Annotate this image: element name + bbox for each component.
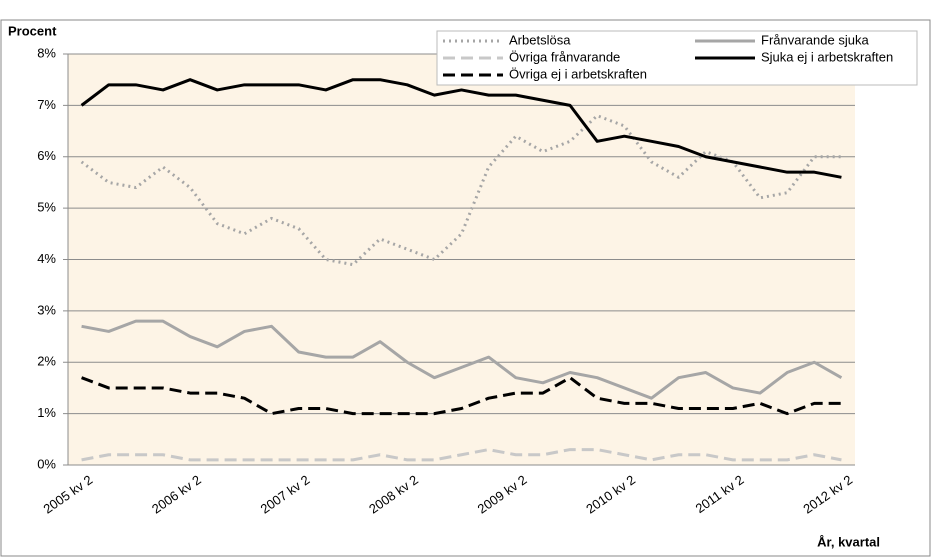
legend-box: [436, 30, 918, 86]
y-axis-label: Procent: [8, 23, 57, 38]
series-line: [80, 114, 842, 267]
y-tick-label: 7%: [37, 97, 56, 112]
y-tick-label: 1%: [37, 405, 56, 420]
y-tick-label: 4%: [37, 251, 56, 266]
legend-label: Övriga ej i arbetskraften: [509, 66, 647, 81]
y-tick-label: 3%: [37, 302, 56, 317]
y-tick-label: 8%: [37, 45, 56, 60]
x-axis-label: År, kvartal: [817, 534, 880, 549]
legend-label: Sjuka ej i arbetskraften: [761, 49, 893, 64]
legend-label: Arbetslösa: [509, 32, 571, 47]
legend-label: Frånvarande sjuka: [761, 32, 869, 47]
y-tick-label: 6%: [37, 148, 56, 163]
series-line: [81, 376, 842, 416]
legend-label: Övriga frånvarande: [509, 49, 620, 64]
y-tick-label: 2%: [37, 354, 56, 369]
legend: Arbetslösa Frånvarande sjuka Övriga frånva…: [436, 30, 918, 86]
series-line: [81, 448, 842, 462]
y-tick-label: 5%: [37, 200, 56, 215]
y-tick-label: 0%: [37, 456, 56, 471]
series-line: [80, 78, 842, 179]
series-line: [81, 319, 843, 400]
